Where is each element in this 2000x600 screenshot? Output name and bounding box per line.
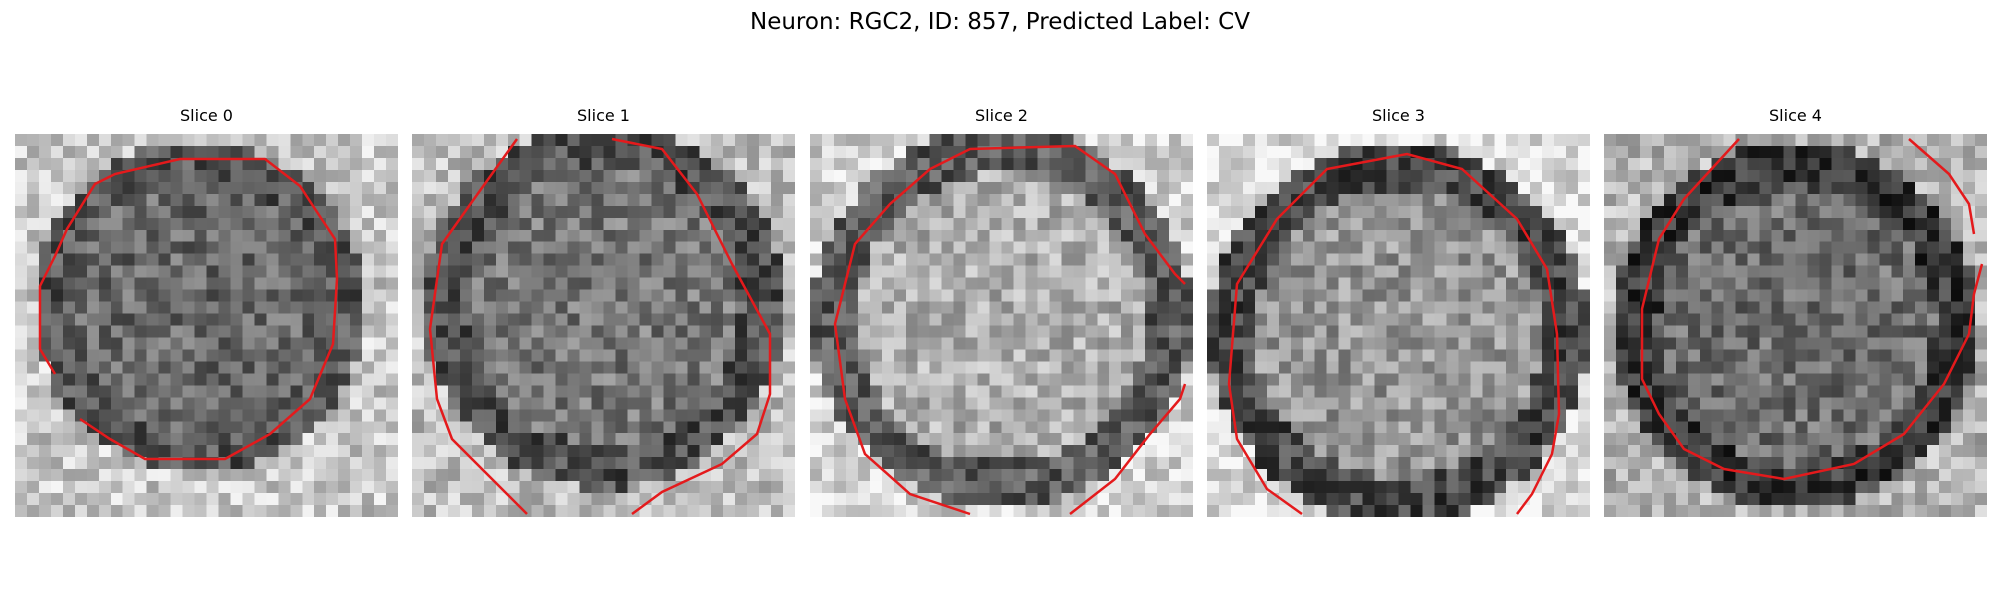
slice-panel-3: Slice 3 (1207, 105, 1590, 517)
slice-panel-1: Slice 1 (412, 105, 795, 517)
slice-image-4 (1604, 134, 1987, 517)
slice-panel-4: Slice 4 (1604, 105, 1987, 517)
slice-image-0 (15, 134, 398, 517)
slice-image-1 (412, 134, 795, 517)
contour-line (1227, 152, 1561, 516)
contour-line (1908, 138, 1976, 235)
contour-line (1069, 383, 1187, 515)
figure-title: Neuron: RGC2, ID: 857, Predicted Label: … (750, 9, 1250, 35)
slice-title-1: Slice 1 (577, 106, 630, 125)
slice-title-4: Slice 4 (1769, 106, 1822, 125)
contour-line (428, 138, 528, 515)
slice-title-2: Slice 2 (975, 106, 1028, 125)
slice-title-3: Slice 3 (1372, 106, 1425, 125)
slice-image-2 (810, 134, 1193, 517)
contour-line (833, 144, 1186, 516)
contour-line (611, 137, 772, 516)
slice-panel-2: Slice 2 (810, 105, 1193, 517)
contour-line (38, 157, 339, 461)
contour-line (1640, 138, 1984, 481)
slice-panel-0: Slice 0 (15, 105, 398, 517)
slice-title-0: Slice 0 (180, 106, 233, 125)
slice-image-3 (1207, 134, 1590, 517)
